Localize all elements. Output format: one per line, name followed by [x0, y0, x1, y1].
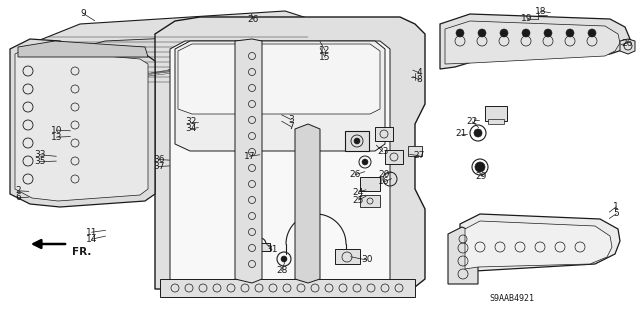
Text: 21: 21: [455, 130, 467, 138]
Circle shape: [566, 29, 574, 37]
Text: 18: 18: [535, 7, 547, 16]
Text: 26: 26: [247, 15, 259, 24]
Bar: [488, 119, 504, 124]
Text: 6: 6: [15, 193, 20, 202]
Polygon shape: [18, 11, 320, 104]
Text: 35: 35: [34, 157, 45, 166]
Bar: [485, 106, 507, 121]
Polygon shape: [155, 17, 425, 291]
Text: 1: 1: [614, 202, 619, 211]
Polygon shape: [440, 14, 630, 69]
Text: 26: 26: [621, 39, 633, 48]
Bar: [385, 150, 403, 164]
Text: 17: 17: [244, 152, 255, 161]
Text: 10: 10: [51, 126, 62, 135]
Text: 7: 7: [289, 122, 294, 131]
Text: 11: 11: [86, 228, 97, 237]
Text: 33: 33: [34, 150, 45, 159]
Circle shape: [478, 29, 486, 37]
Circle shape: [474, 129, 482, 137]
Text: 36: 36: [153, 155, 164, 164]
Polygon shape: [15, 46, 148, 201]
Bar: [260, 243, 270, 251]
Circle shape: [500, 29, 508, 37]
Polygon shape: [295, 124, 320, 283]
Polygon shape: [160, 279, 415, 297]
Text: 3: 3: [289, 115, 294, 124]
Text: 16: 16: [378, 177, 390, 186]
Text: 8: 8: [417, 75, 422, 84]
Bar: [345, 131, 369, 151]
Polygon shape: [445, 21, 620, 64]
Circle shape: [588, 29, 596, 37]
Text: 12: 12: [319, 46, 331, 55]
Polygon shape: [178, 44, 380, 114]
Bar: [360, 195, 380, 207]
Text: 9: 9: [81, 9, 86, 18]
Bar: [375, 127, 393, 141]
Text: 30: 30: [361, 256, 372, 264]
Circle shape: [281, 256, 287, 262]
Polygon shape: [620, 39, 635, 54]
Text: 28: 28: [276, 266, 287, 275]
Text: FR.: FR.: [72, 247, 92, 257]
Polygon shape: [448, 227, 478, 284]
Circle shape: [522, 29, 530, 37]
Text: 5: 5: [614, 209, 619, 218]
Polygon shape: [460, 214, 620, 274]
Text: 2: 2: [15, 186, 20, 195]
Text: 13: 13: [51, 133, 62, 142]
Bar: [335, 249, 360, 264]
Text: 32: 32: [185, 117, 196, 126]
Circle shape: [354, 138, 360, 144]
Text: 24: 24: [353, 188, 364, 197]
Text: 22: 22: [467, 117, 478, 126]
Text: 37: 37: [153, 162, 164, 171]
Text: S9AAB4921: S9AAB4921: [490, 294, 534, 303]
Text: 31: 31: [266, 245, 278, 254]
Polygon shape: [235, 39, 262, 283]
Circle shape: [456, 29, 464, 37]
Polygon shape: [465, 221, 612, 269]
Text: 14: 14: [86, 235, 97, 244]
Text: 19: 19: [521, 14, 532, 23]
Text: 29: 29: [476, 172, 487, 181]
Polygon shape: [170, 41, 390, 287]
Text: 15: 15: [319, 53, 331, 62]
Polygon shape: [68, 34, 278, 87]
Text: 34: 34: [185, 124, 196, 133]
Text: 20: 20: [378, 170, 390, 179]
Circle shape: [544, 29, 552, 37]
Text: 25: 25: [353, 196, 364, 204]
Text: 23: 23: [377, 147, 388, 156]
Polygon shape: [10, 39, 155, 207]
Text: 26: 26: [349, 170, 361, 179]
Bar: [360, 177, 380, 191]
Bar: [408, 146, 422, 156]
Polygon shape: [18, 41, 148, 57]
Polygon shape: [175, 41, 385, 151]
Circle shape: [362, 159, 368, 165]
Text: 27: 27: [413, 151, 425, 160]
Circle shape: [475, 162, 485, 172]
Text: 4: 4: [417, 68, 422, 77]
